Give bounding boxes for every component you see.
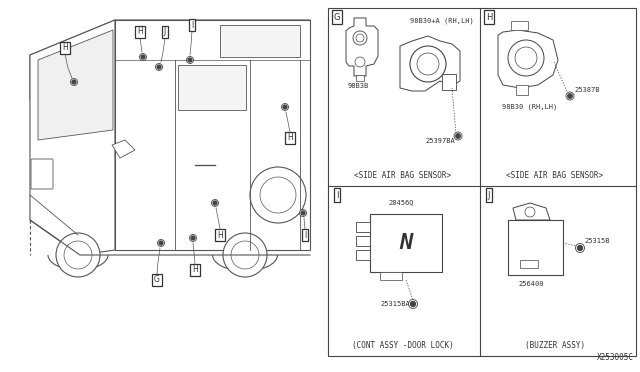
- Circle shape: [189, 234, 196, 241]
- Text: 28456Q: 28456Q: [388, 199, 413, 205]
- Text: I: I: [191, 20, 193, 29]
- Circle shape: [56, 233, 100, 277]
- FancyBboxPatch shape: [356, 222, 370, 232]
- Circle shape: [70, 78, 77, 86]
- FancyBboxPatch shape: [356, 236, 370, 246]
- Text: H: H: [217, 231, 223, 240]
- Text: 25387B: 25387B: [574, 87, 600, 93]
- Circle shape: [454, 132, 462, 140]
- Circle shape: [355, 57, 365, 67]
- Text: H: H: [486, 13, 492, 22]
- Circle shape: [157, 65, 161, 69]
- Text: 25315BA: 25315BA: [380, 301, 410, 307]
- Circle shape: [188, 58, 192, 62]
- Circle shape: [456, 134, 460, 138]
- FancyBboxPatch shape: [356, 75, 364, 81]
- FancyBboxPatch shape: [442, 74, 456, 90]
- Circle shape: [301, 211, 305, 215]
- Circle shape: [300, 209, 307, 217]
- FancyBboxPatch shape: [380, 272, 402, 280]
- Text: 25397BA: 25397BA: [425, 138, 455, 144]
- FancyBboxPatch shape: [370, 214, 442, 272]
- Circle shape: [191, 236, 195, 240]
- Polygon shape: [38, 30, 113, 140]
- Circle shape: [515, 47, 537, 69]
- Text: <SIDE AIR BAG SENSOR>: <SIDE AIR BAG SENSOR>: [355, 171, 452, 180]
- FancyBboxPatch shape: [520, 260, 538, 268]
- Text: H: H: [192, 266, 198, 275]
- Circle shape: [72, 80, 76, 84]
- Circle shape: [508, 40, 544, 76]
- Circle shape: [140, 54, 147, 61]
- Circle shape: [223, 233, 267, 277]
- Circle shape: [213, 201, 217, 205]
- Text: 256400: 256400: [518, 281, 543, 287]
- Circle shape: [353, 31, 367, 45]
- Text: (CONT ASSY -DOOR LOCK): (CONT ASSY -DOOR LOCK): [352, 341, 454, 350]
- Polygon shape: [513, 203, 550, 220]
- Circle shape: [410, 46, 446, 82]
- FancyBboxPatch shape: [178, 65, 246, 110]
- Text: 98B3B: 98B3B: [348, 83, 369, 89]
- Text: H: H: [137, 28, 143, 36]
- Circle shape: [186, 57, 193, 64]
- Text: H: H: [62, 44, 68, 52]
- Circle shape: [575, 244, 584, 253]
- Circle shape: [525, 207, 535, 217]
- Polygon shape: [30, 20, 310, 100]
- Circle shape: [250, 167, 306, 223]
- FancyBboxPatch shape: [511, 22, 529, 31]
- Polygon shape: [498, 30, 558, 88]
- FancyBboxPatch shape: [356, 250, 370, 260]
- Text: J: J: [164, 28, 166, 36]
- Text: 98B30+A (RH,LH): 98B30+A (RH,LH): [410, 17, 474, 23]
- Text: N: N: [399, 233, 413, 253]
- Circle shape: [283, 105, 287, 109]
- Circle shape: [231, 241, 259, 269]
- Circle shape: [157, 240, 164, 247]
- Polygon shape: [115, 20, 310, 250]
- FancyBboxPatch shape: [328, 8, 636, 356]
- FancyBboxPatch shape: [508, 220, 563, 275]
- Text: I: I: [304, 231, 306, 240]
- Circle shape: [141, 55, 145, 59]
- Polygon shape: [346, 18, 378, 76]
- Text: I: I: [336, 190, 339, 199]
- Circle shape: [211, 199, 218, 206]
- Text: H: H: [287, 134, 293, 142]
- Polygon shape: [30, 20, 115, 255]
- Circle shape: [156, 64, 163, 71]
- Circle shape: [408, 299, 417, 308]
- Text: 98B30 (RH,LH): 98B30 (RH,LH): [502, 103, 557, 109]
- Circle shape: [566, 92, 574, 100]
- Text: G: G: [154, 276, 160, 285]
- Text: 25315B: 25315B: [584, 238, 609, 244]
- FancyBboxPatch shape: [31, 159, 53, 189]
- Circle shape: [410, 302, 415, 307]
- FancyBboxPatch shape: [516, 85, 528, 95]
- Text: X253005C: X253005C: [597, 353, 634, 362]
- Polygon shape: [400, 36, 460, 91]
- Circle shape: [260, 177, 296, 213]
- Circle shape: [159, 241, 163, 245]
- Circle shape: [568, 94, 572, 98]
- Circle shape: [577, 246, 582, 250]
- Text: (BUZZER ASSY): (BUZZER ASSY): [525, 341, 585, 350]
- Circle shape: [356, 34, 364, 42]
- Polygon shape: [112, 140, 135, 158]
- Circle shape: [417, 53, 439, 75]
- Text: J: J: [488, 190, 490, 199]
- Circle shape: [282, 103, 289, 110]
- FancyBboxPatch shape: [220, 25, 300, 57]
- Circle shape: [64, 241, 92, 269]
- Text: G: G: [333, 13, 340, 22]
- Text: <SIDE AIR BAG SENSOR>: <SIDE AIR BAG SENSOR>: [506, 171, 604, 180]
